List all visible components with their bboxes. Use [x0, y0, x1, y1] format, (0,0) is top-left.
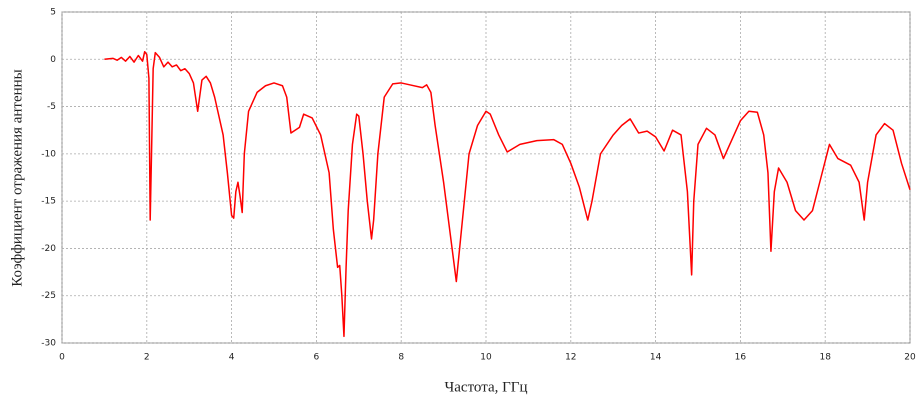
y-tick-label: -5 [47, 102, 56, 112]
x-tick-label: 12 [565, 353, 576, 363]
x-tick-label: 2 [144, 353, 150, 363]
x-tick-label: 6 [314, 353, 320, 363]
x-tick-label: 16 [735, 353, 747, 363]
x-tick-label: 0 [59, 353, 65, 363]
y-tick-label: -20 [41, 244, 56, 254]
y-tick-label: -15 [41, 197, 56, 207]
x-tick-label: 20 [904, 353, 916, 363]
x-axis-title: Частота, ГГц [445, 379, 528, 395]
x-tick-label: 18 [819, 353, 831, 363]
x-tick-label: 10 [480, 353, 492, 363]
y-tick-label: 0 [50, 55, 56, 65]
x-tick-label: 8 [398, 353, 404, 363]
y-axis-title: Коэффициент отражения антенны [9, 69, 25, 286]
data-line [104, 50, 911, 338]
y-tick-label: -30 [41, 339, 56, 349]
y-tick-label: 5 [50, 8, 56, 18]
y-tick-label: -10 [41, 149, 56, 159]
x-tick-label: 4 [229, 353, 235, 363]
x-tick-label: 14 [650, 353, 662, 363]
y-tick-label: -25 [41, 291, 56, 301]
